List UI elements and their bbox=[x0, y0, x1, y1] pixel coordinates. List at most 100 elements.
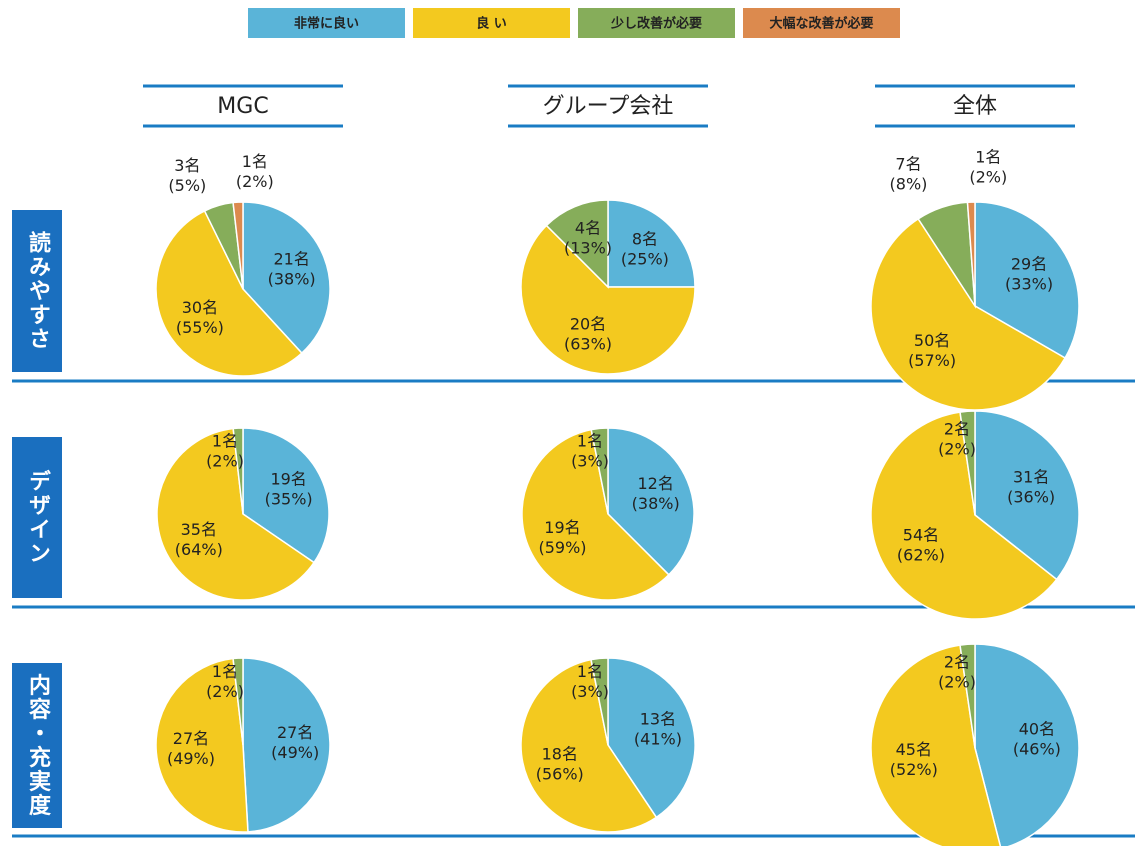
data-label: (3%) bbox=[571, 682, 609, 701]
data-label: (2%) bbox=[938, 673, 976, 692]
pie-slice bbox=[590, 657, 609, 746]
pie-slice bbox=[155, 209, 303, 377]
legend-label: 非常に良い bbox=[294, 16, 359, 32]
legend-swatch bbox=[578, 8, 735, 38]
column-title: グループ会社 bbox=[543, 94, 674, 119]
row-title: 内容・充実度 bbox=[25, 674, 51, 818]
data-label: 1名 bbox=[577, 662, 603, 681]
pie: 29名(33%) 50名(57%) 7名(8%) 1名(2%) bbox=[870, 148, 1080, 411]
data-label: 1名 bbox=[975, 148, 1001, 167]
pie-slice bbox=[607, 427, 695, 576]
data-label: 30名 bbox=[182, 298, 218, 317]
data-label: (59%) bbox=[538, 538, 586, 557]
data-label: 19名 bbox=[270, 469, 306, 488]
pie: 13名(41%) 18名(56%) 1名(3%) bbox=[520, 657, 696, 833]
data-label: 27名 bbox=[277, 723, 313, 742]
legend-label: 良 い bbox=[476, 16, 507, 32]
data-label: (2%) bbox=[969, 168, 1007, 187]
data-label: 35名 bbox=[181, 520, 217, 539]
data-label: 4名 bbox=[575, 218, 601, 237]
data-label: (63%) bbox=[564, 335, 612, 354]
row-header-box bbox=[12, 210, 62, 372]
pie-slice bbox=[242, 657, 331, 833]
pie-slice bbox=[974, 201, 1080, 360]
pie-slice bbox=[870, 644, 1002, 846]
data-label: (13%) bbox=[564, 238, 612, 257]
data-label: (2%) bbox=[206, 452, 244, 471]
pie-slice bbox=[520, 224, 696, 375]
data-label: (55%) bbox=[176, 318, 224, 337]
pie: 8名(25%) 20名(63%) 4名(13%) bbox=[520, 199, 696, 375]
data-label: 27名 bbox=[173, 729, 209, 748]
data-label: (2%) bbox=[206, 682, 244, 701]
data-label: (38%) bbox=[632, 494, 680, 513]
data-label: (2%) bbox=[938, 440, 976, 459]
data-label: (3%) bbox=[571, 452, 609, 471]
legend-swatch bbox=[413, 8, 570, 38]
data-label: 13名 bbox=[640, 709, 676, 728]
data-label: (35%) bbox=[265, 489, 313, 508]
data-label: (52%) bbox=[890, 760, 938, 779]
data-label: (25%) bbox=[621, 250, 669, 269]
pie-slice bbox=[545, 199, 609, 289]
column-title: MGC bbox=[217, 94, 268, 119]
pie-slice bbox=[974, 410, 1080, 581]
data-label: 3名 bbox=[174, 156, 200, 175]
pie-slice bbox=[156, 427, 316, 601]
data-label: 54名 bbox=[903, 526, 939, 545]
data-label: 12名 bbox=[637, 474, 673, 493]
data-label: (8%) bbox=[890, 174, 928, 193]
data-label: (46%) bbox=[1013, 740, 1061, 759]
pie: 40名(46%) 45名(52%) 2名(2%) bbox=[870, 643, 1080, 846]
pie-slice bbox=[870, 411, 1058, 620]
data-label: 45名 bbox=[896, 740, 932, 759]
data-label: 31名 bbox=[1013, 467, 1049, 486]
data-label: 1名 bbox=[242, 152, 268, 171]
data-label: 1名 bbox=[577, 432, 603, 451]
pie-slice bbox=[242, 201, 331, 355]
pie-slice bbox=[232, 201, 244, 290]
data-label: (62%) bbox=[897, 546, 945, 565]
pie-slice bbox=[590, 427, 609, 515]
pie-slice bbox=[974, 643, 1080, 846]
pie-slice bbox=[232, 657, 244, 746]
pie-slice bbox=[520, 658, 658, 833]
pie-slice bbox=[959, 643, 976, 749]
data-label: (33%) bbox=[1005, 274, 1053, 293]
data-label: 21名 bbox=[273, 250, 309, 269]
pie-slice bbox=[607, 199, 696, 288]
pie: 12名(38%) 19名(59%) 1名(3%) bbox=[521, 427, 695, 601]
pie-slice bbox=[966, 201, 976, 307]
pie-slice bbox=[959, 410, 976, 516]
data-label: 2名 bbox=[944, 420, 970, 439]
pie: 31名(36%) 54名(62%) 2名(2%) bbox=[870, 410, 1080, 620]
data-label: (5%) bbox=[168, 176, 206, 195]
row-header-box bbox=[12, 437, 62, 598]
pie: 21名(38%) 30名(55%) 3名(5%) 1名(2%) bbox=[155, 152, 331, 377]
data-label: 1名 bbox=[212, 662, 238, 681]
data-label: (64%) bbox=[175, 540, 223, 559]
row-title: 読みやすさ bbox=[25, 230, 51, 351]
data-label: (2%) bbox=[236, 172, 274, 191]
pie-slice bbox=[155, 657, 249, 833]
data-label: 50名 bbox=[914, 331, 950, 350]
pie-slice bbox=[232, 427, 244, 515]
pie-slice bbox=[521, 428, 670, 601]
data-label: (36%) bbox=[1007, 487, 1055, 506]
data-label: 2名 bbox=[944, 653, 970, 672]
data-label: 1名 bbox=[212, 432, 238, 451]
data-label: (57%) bbox=[908, 351, 956, 370]
legend-label: 少し改善が必要 bbox=[610, 16, 702, 32]
data-label: 19名 bbox=[544, 518, 580, 537]
pie-slice bbox=[242, 427, 330, 564]
column-title: 全体 bbox=[953, 94, 997, 119]
legend-label: 大幅な改善が必要 bbox=[769, 16, 873, 32]
data-label: (49%) bbox=[271, 743, 319, 762]
data-label: (41%) bbox=[634, 729, 682, 748]
legend-swatch bbox=[248, 8, 405, 38]
pie: 27名(49%)27名(49%)1名(2%) bbox=[155, 657, 331, 833]
data-label: 18名 bbox=[542, 744, 578, 763]
data-label: (49%) bbox=[167, 749, 215, 768]
data-label: (56%) bbox=[536, 764, 584, 783]
